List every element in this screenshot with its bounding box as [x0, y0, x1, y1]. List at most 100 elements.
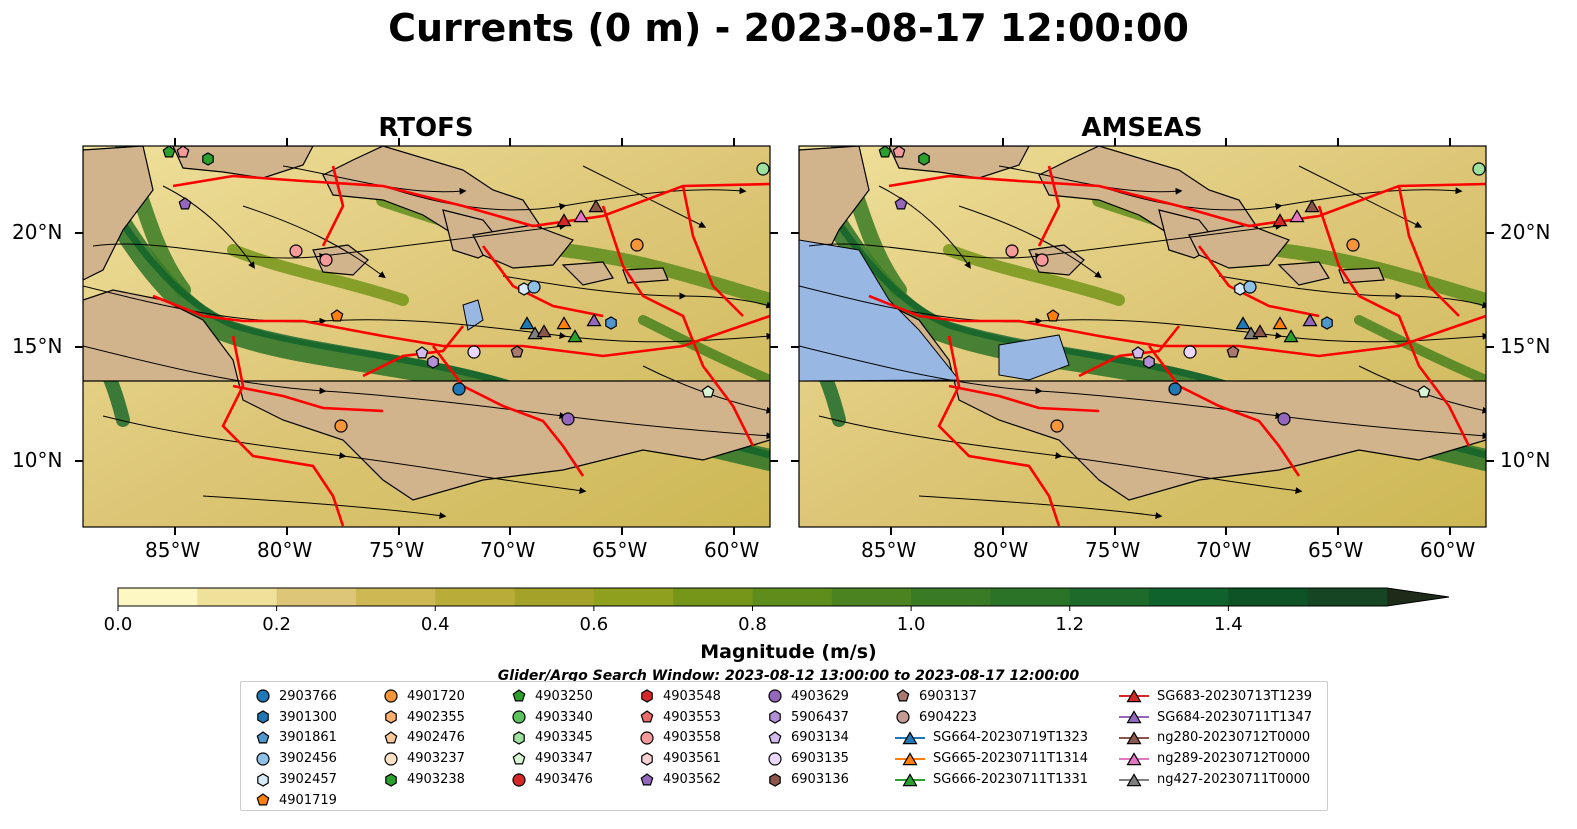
- lat-tick-label-right: 10°N: [1500, 448, 1551, 472]
- legend-item: 4901720: [383, 686, 465, 707]
- lon-tick-label: 60°W: [704, 538, 760, 562]
- hexagon-marker-icon: [513, 731, 525, 745]
- lon-tick-label: 85°W: [861, 538, 917, 562]
- lon-tick-label: 70°W: [1196, 538, 1252, 562]
- legend-label: 4903238: [407, 772, 465, 788]
- legend-label: 4903558: [663, 730, 721, 746]
- hexagon-marker-icon: [385, 772, 397, 787]
- figure-title: Currents (0 m) - 2023-08-17 12:00:00: [388, 6, 1189, 50]
- lon-tick-label: 65°W: [592, 538, 648, 562]
- legend-item: 3901861: [255, 728, 337, 749]
- legend-item: SG684-20230711T1347: [1119, 707, 1312, 728]
- legend-label: 4903347: [535, 751, 593, 767]
- circle-marker-icon: [384, 752, 398, 766]
- lon-tick-label: 70°W: [480, 538, 536, 562]
- colorbar-tick-label: 0.2: [262, 614, 291, 635]
- legend-item: 4902355: [383, 707, 465, 728]
- circle-marker-icon: [256, 752, 270, 766]
- colorbar: [117, 587, 1450, 611]
- legend-label: 4903237: [407, 751, 465, 767]
- legend-item: 4903558: [639, 728, 721, 749]
- legend-label: SG665-20230711T1314: [933, 751, 1089, 767]
- legend-label: 4902476: [407, 730, 465, 746]
- legend-label: 4903345: [535, 730, 593, 746]
- legend-item: 4903237: [383, 748, 465, 769]
- legend-label: 4903250: [535, 688, 593, 704]
- legend-label: 3902456: [279, 751, 337, 767]
- legend-column: 4903548 4903553 4903558 4903561 4903562: [639, 686, 721, 790]
- legend-item: ng289-20230712T0000: [1119, 748, 1312, 769]
- lat-tick-label-left: 20°N: [12, 220, 63, 244]
- circle-marker-icon: [256, 689, 270, 703]
- pentagon-marker-icon: [768, 731, 782, 744]
- lat-tick-label-right: 15°N: [1500, 334, 1551, 358]
- legend-label: SG666-20230711T1331: [933, 772, 1089, 788]
- legend-label: 4901720: [407, 688, 465, 704]
- lon-tick-label: 75°W: [1085, 538, 1141, 562]
- legend-item: 4903548: [639, 686, 721, 707]
- search-window-caption: Glider/Argo Search Window: 2023-08-12 13…: [497, 668, 1080, 684]
- lon-tick-label: 80°W: [973, 538, 1029, 562]
- hexagon-marker-icon: [769, 772, 781, 787]
- legend-item: ng427-20230711T0000: [1119, 769, 1312, 790]
- triangle-marker-icon: [895, 731, 925, 745]
- legend-label: 6904223: [919, 709, 977, 725]
- legend-item: 4903347: [511, 748, 593, 769]
- pentagon-marker-icon: [256, 793, 270, 806]
- colorbar-tick-label: 0.4: [420, 614, 450, 635]
- legend-label: 5906437: [791, 709, 849, 725]
- circle-marker-icon: [768, 689, 782, 703]
- lon-tick-label: 80°W: [257, 538, 313, 562]
- lat-tick-label-right: 20°N: [1500, 220, 1551, 244]
- legend-label: 2903766: [279, 688, 337, 704]
- legend-item: 4903238: [383, 769, 465, 790]
- legend-column: SG683-20230713T1239 SG684-20230711T1347 ng…: [1119, 686, 1312, 790]
- colorbar-tick-label: 0.0: [103, 614, 133, 635]
- legend-label: 4903562: [663, 772, 721, 788]
- legend-label: 4903629: [791, 688, 849, 704]
- legend-label: SG684-20230711T1347: [1157, 709, 1313, 725]
- legend-item: 4903345: [511, 728, 593, 749]
- legend-item: 4903476: [511, 769, 593, 790]
- legend-column: 2903766 3901300 3901861 3902456 3902457 49017…: [255, 686, 337, 811]
- legend-item: 6903135: [767, 748, 849, 769]
- legend-item: SG665-20230711T1314: [895, 748, 1088, 769]
- colorbar-tick-label: 0.8: [738, 614, 767, 635]
- hexagon-marker-icon: [385, 710, 397, 724]
- lon-tick-label: 65°W: [1308, 538, 1364, 562]
- circle-marker-icon: [768, 752, 782, 766]
- legend-column: 6903137 6904223 SG664-20230719T1323 SG665-2…: [895, 686, 1088, 790]
- legend-label: 3902457: [279, 772, 337, 788]
- hexagon-marker-icon: [641, 752, 653, 766]
- legend-column: 4903629 5906437 6903134 6903135 6903136: [767, 686, 849, 790]
- pentagon-marker-icon: [512, 689, 526, 702]
- legend-label: 4903476: [535, 772, 593, 788]
- legend-label: 3901300: [279, 709, 337, 725]
- legend-item: 3902456: [255, 748, 337, 769]
- circle-marker-icon: [384, 689, 398, 703]
- colorbar-tick-label: 0.6: [579, 614, 609, 635]
- triangle-marker-icon: [1119, 751, 1149, 765]
- legend-label: ng427-20230711T0000: [1157, 772, 1311, 788]
- legend-label: ng289-20230712T0000: [1157, 751, 1311, 767]
- legend-label: 4903561: [663, 751, 721, 767]
- legend-item: 4903561: [639, 748, 721, 769]
- panel-title-amseas: AMSEAS: [1081, 113, 1203, 143]
- pentagon-marker-icon: [256, 731, 270, 744]
- colorbar-tick-label: 1.4: [1214, 614, 1243, 635]
- legend-label: ng280-20230712T0000: [1157, 730, 1311, 746]
- pentagon-marker-icon: [384, 731, 398, 744]
- pentagon-marker-icon: [640, 772, 654, 786]
- legend-item: 5906437: [767, 707, 849, 728]
- hexagon-marker-icon: [641, 689, 653, 704]
- legend: 2903766 3901300 3901861 3902456 3902457 49017…: [240, 681, 1328, 811]
- panel-title-rtofs: RTOFS: [378, 113, 474, 143]
- hexagon-marker-icon: [257, 710, 269, 724]
- legend-item: 6903137: [895, 686, 1088, 707]
- legend-label: 4903340: [535, 709, 593, 725]
- legend-label: 4903553: [663, 709, 721, 725]
- pentagon-marker-icon: [896, 689, 910, 702]
- legend-item: 6904223: [895, 707, 1088, 728]
- map-panel-amseas: [799, 146, 1486, 527]
